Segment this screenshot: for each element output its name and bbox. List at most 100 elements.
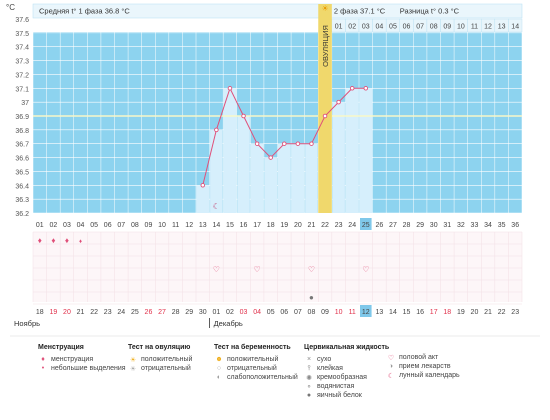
- date-label: 14: [389, 309, 397, 316]
- cycle-day-label: 11: [172, 222, 179, 229]
- y-tick-label: 36.3: [15, 197, 29, 204]
- temp-bar: [237, 116, 250, 213]
- diff-label: Разница t° 0.3 °C: [400, 7, 460, 16]
- cycle-day-label: 27: [389, 222, 397, 229]
- cycle-day-label: 20: [294, 222, 302, 229]
- cycle-day-label: 01: [36, 222, 44, 229]
- legend-other-3: лунный календарь: [399, 372, 460, 379]
- phase2-label: 2 фаза 37.1 °C: [334, 7, 386, 16]
- cycle-day-label: 29: [416, 222, 424, 229]
- pill-icon: ◑: [388, 363, 394, 370]
- menstruation-marker: ♦: [38, 236, 42, 245]
- cycle-day-label: 31: [443, 222, 451, 229]
- cycle-day-label: 28: [403, 222, 411, 229]
- menstruation-marker: ♦: [65, 236, 69, 245]
- legend-cerv-5: яичный белок: [317, 392, 362, 399]
- date-label: 24: [117, 309, 125, 316]
- date-label: 05: [267, 309, 275, 316]
- current-cycle-day-highlight: [360, 218, 372, 230]
- date-label: 09: [321, 309, 329, 316]
- small-drop-icon: •: [41, 365, 45, 372]
- y-tick-label: 37.3: [15, 59, 29, 66]
- temperature-point: [254, 141, 260, 146]
- cycle-day-label: 04: [77, 222, 85, 229]
- legend-preg-2: отрицательный: [227, 365, 277, 372]
- date-label: 18: [36, 309, 44, 316]
- creamy-icon: ✺: [306, 374, 312, 382]
- temp-bar: [250, 143, 264, 213]
- legend-ovtest-title: Тест на овуляцию: [128, 344, 191, 351]
- y-tick-label: 37.6: [15, 17, 29, 24]
- legend-cerv-2: клейкая: [317, 365, 343, 372]
- eggwhite-icon: ●: [306, 392, 312, 399]
- y-tick-label: 36.5: [15, 169, 29, 176]
- intercourse-marker: ♡: [308, 265, 315, 274]
- heart-icon: ♡: [387, 354, 395, 362]
- date-label: 17: [430, 309, 438, 316]
- legend-cervical: Цервикальная жидкость × сухо ⫯ клейкая ✺ кр…: [304, 344, 389, 400]
- cycle-day-label: 06: [104, 222, 112, 229]
- preg-negative-icon: ○: [216, 365, 222, 372]
- y-tick-label: 36.9: [15, 114, 29, 121]
- temperature-point: [227, 86, 233, 91]
- date-label: 25: [131, 309, 139, 316]
- cycle-day-label: 13: [199, 222, 207, 229]
- temp-bar: [278, 143, 291, 213]
- bbt-chart: Средняя t° 1 фаза 36.8 °C 2 фаза 37.1 °C Р…: [6, 3, 540, 337]
- date-label: 23: [511, 309, 519, 316]
- temperature-point: [336, 99, 341, 105]
- temperature-point: [349, 86, 355, 91]
- temp-bar: [305, 143, 318, 213]
- date-label: 16: [416, 309, 424, 316]
- date-label: 23: [104, 309, 112, 316]
- temperature-point: [282, 141, 287, 146]
- y-tick-label: 37: [21, 100, 29, 107]
- top-day-label: 01: [335, 24, 343, 31]
- cycle-day-label: 02: [49, 222, 57, 229]
- cycle-day-label: 18: [267, 222, 275, 229]
- intercourse-marker: ♡: [213, 265, 220, 274]
- date-label: 07: [294, 309, 302, 316]
- sun-negative-icon: ☀: [129, 365, 137, 373]
- legend-ovtest-1: положительный: [141, 356, 193, 363]
- ovulation-label: ОВУЛЯЦИЯ: [321, 25, 330, 67]
- temperature-point: [295, 141, 301, 146]
- legend-other-1: половой акт: [399, 354, 439, 361]
- legend-other-2: прием лекарств: [399, 363, 451, 370]
- y-tick-label: 37.1: [15, 86, 29, 93]
- date-label: 03: [240, 309, 248, 316]
- drop-icon: ♦: [41, 356, 45, 363]
- date-label: 18: [443, 309, 451, 316]
- legend-menstr-title: Менструация: [38, 344, 84, 351]
- cycle-day-label: 21: [308, 222, 316, 229]
- date-label: 13: [375, 309, 383, 316]
- date-label: 12: [362, 309, 370, 316]
- y-tick-label: 36.4: [15, 183, 29, 190]
- cycle-day-label: 26: [375, 222, 383, 229]
- phase1-label: Средняя t° 1 фаза 36.8 °C: [39, 7, 130, 16]
- date-label: 19: [457, 309, 465, 316]
- ovulation-sun-icon: ☀: [321, 4, 328, 13]
- date-label: 15: [403, 309, 411, 316]
- temp-bar: [359, 88, 373, 213]
- intercourse-marker: ♡: [254, 265, 261, 274]
- cycle-day-label: 30: [430, 222, 438, 229]
- legend-cerv-title: Цервикальная жидкость: [304, 344, 390, 351]
- temperature-point: [200, 183, 206, 188]
- top-day-label: 02: [348, 24, 356, 31]
- top-day-label: 08: [430, 24, 438, 31]
- date-label: 22: [90, 309, 98, 316]
- cycle-day-label: 17: [253, 222, 261, 229]
- top-day-label: 14: [511, 24, 519, 31]
- dry-icon: ×: [306, 356, 312, 363]
- menstruation-marker: ♦: [79, 239, 82, 245]
- cycle-day-label: 05: [90, 222, 98, 229]
- top-day-label: 03: [362, 24, 370, 31]
- y-axis-unit: °C: [6, 3, 15, 12]
- cycle-day-label: 36: [511, 222, 519, 229]
- temperature-point: [322, 113, 328, 119]
- legend-ovtest: Тест на овуляцию ☀ положительный ☀ отрицат…: [128, 344, 192, 373]
- legend-menstr-1: менструация: [51, 356, 94, 363]
- date-label: 22: [498, 309, 506, 316]
